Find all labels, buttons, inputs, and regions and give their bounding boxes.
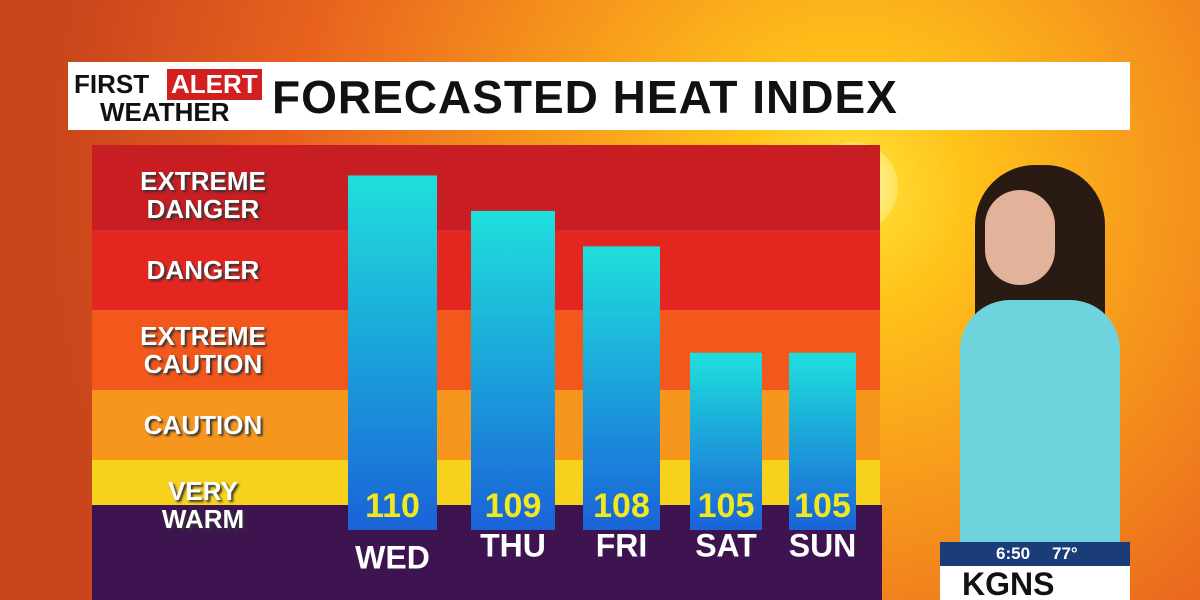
band-label: EXTREME CAUTION (140, 321, 266, 379)
station-box: KGNS (940, 566, 1130, 600)
value-label: 105 (698, 487, 755, 525)
bar (690, 352, 762, 530)
value-label: 108 (593, 487, 650, 525)
value-label: 110 (365, 487, 420, 525)
station-logo: KGNS (962, 566, 1055, 600)
bar (789, 352, 856, 530)
x-tick-label: FRI (596, 527, 648, 563)
presenter-face (985, 190, 1055, 285)
x-tick-label: WED (355, 539, 430, 575)
x-tick-label: THU (480, 527, 546, 563)
band-label: VERY WARM (161, 476, 245, 534)
logo-alert: ALERT (167, 69, 262, 100)
bar (471, 210, 555, 530)
logo-weather: WEATHER (100, 97, 230, 127)
temperature: 77° (1052, 544, 1078, 563)
band-label: CAUTION (143, 410, 263, 440)
band-label: EXTREME DANGER (140, 166, 266, 224)
time-box: 6:50 77° (940, 542, 1130, 566)
x-tick-label: SUN (789, 527, 857, 563)
bar (348, 175, 437, 531)
logo-first: FIRST (74, 69, 150, 99)
clock: 6:50 (996, 544, 1031, 563)
presenter (955, 165, 1130, 600)
chart-title: FORECASTED HEAT INDEX (272, 71, 898, 123)
x-tick-label: SAT (695, 527, 757, 563)
band-label: DANGER (146, 255, 260, 285)
logo: FIRST ALERT WEATHER (72, 67, 262, 127)
value-label: 109 (485, 487, 542, 525)
value-label: 105 (794, 487, 851, 525)
bar (583, 246, 660, 530)
